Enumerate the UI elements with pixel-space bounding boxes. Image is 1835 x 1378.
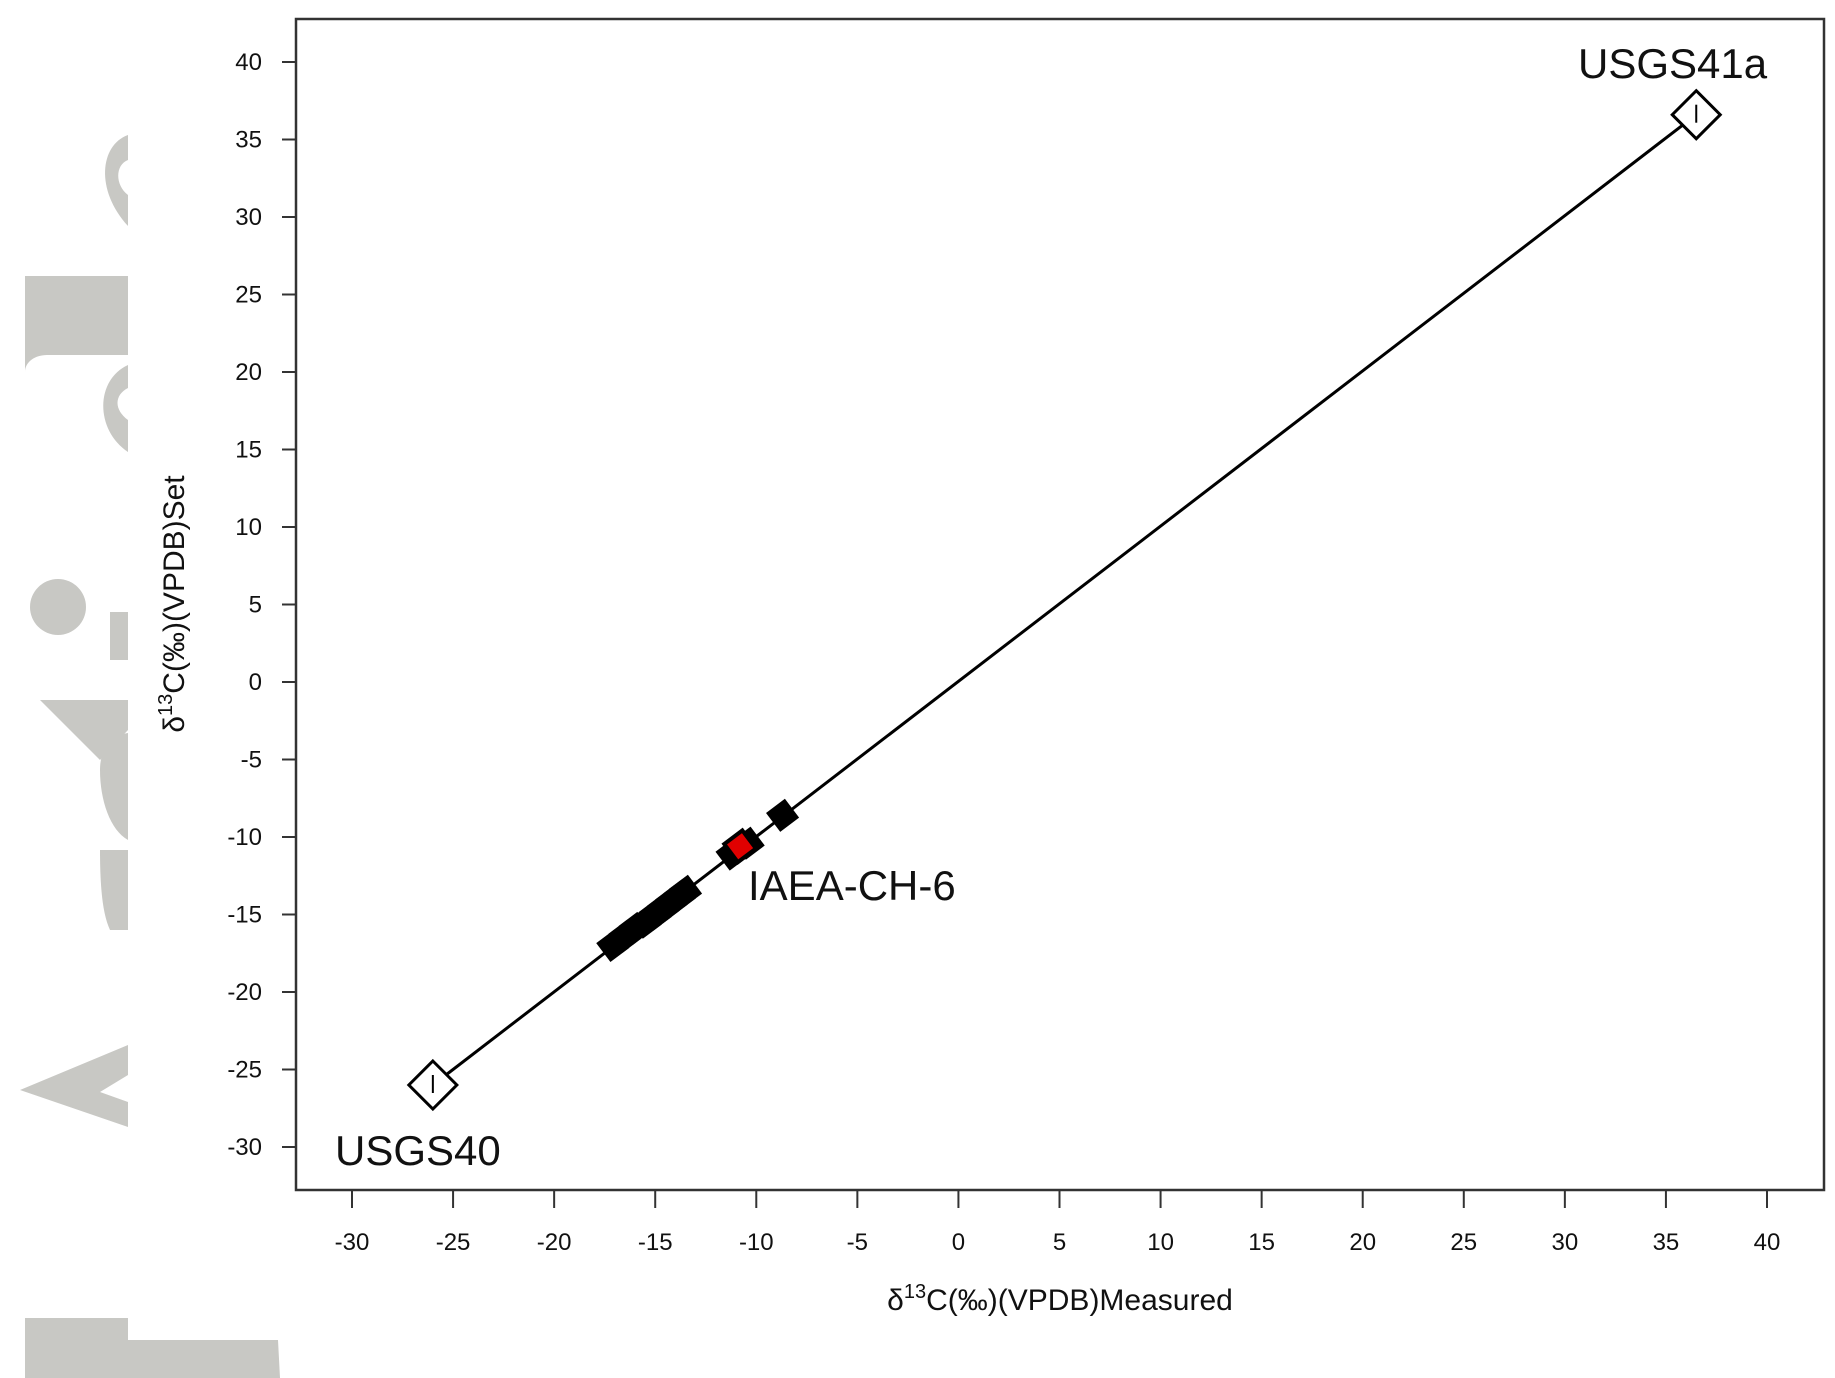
y-tick-label: 35: [235, 127, 262, 154]
y-tick-label: 5: [249, 592, 262, 619]
y-tick-label: 20: [235, 359, 262, 386]
y-tick-label: -15: [227, 902, 262, 929]
y-tick-label: 10: [235, 514, 262, 541]
y-tick-label: -5: [241, 747, 262, 774]
y-tick-label: 15: [235, 437, 262, 464]
y-axis: 40 35 30 25 20 15 10 5 0 -5 -10 -15 -20 -25 -30: [227, 49, 296, 1161]
y-tick-label: -20: [227, 979, 262, 1006]
y-tick-label: -25: [227, 1057, 262, 1084]
label-usgs41a: USGS41a: [1578, 40, 1768, 87]
y-axis-title: δ13C(‰)(VPDB)Set: [155, 475, 191, 733]
x-tick-label: -30: [335, 1229, 370, 1256]
y-tick-label: -10: [227, 824, 262, 851]
x-tick-label: 20: [1349, 1229, 1376, 1256]
y-tick-label: 40: [235, 49, 262, 76]
x-tick-label: 5: [1053, 1229, 1066, 1256]
x-tick-label: -5: [847, 1229, 868, 1256]
x-tick-label: -20: [537, 1229, 572, 1256]
y-tick-label: 25: [235, 282, 262, 309]
x-tick-label: -25: [436, 1229, 471, 1256]
x-tick-label: 35: [1653, 1229, 1680, 1256]
x-tick-label: -10: [739, 1229, 774, 1256]
y-tick-label: 30: [235, 204, 262, 231]
sample-point-marker: [668, 874, 703, 908]
y-tick-label: 0: [249, 669, 262, 696]
y-tick-label: -30: [227, 1134, 262, 1161]
sample-point-marker: [766, 798, 800, 832]
watermark-letters: [20, 135, 280, 1378]
data-points: [406, 88, 1723, 1112]
x-tick-label: 30: [1552, 1229, 1579, 1256]
x-tick-label: -15: [638, 1229, 673, 1256]
x-tick-label: 10: [1147, 1229, 1174, 1256]
label-usgs40: USGS40: [335, 1127, 501, 1174]
x-tick-label: 0: [952, 1229, 965, 1256]
iaea-ch-6-marker: [721, 827, 759, 865]
label-iaea-ch-6: IAEA-CH-6: [748, 862, 956, 909]
x-tick-label: 40: [1754, 1229, 1781, 1256]
x-axis: -30 -25 -20 -15 -10 -5 0 5 10 15 20 25 30 35 40: [335, 1190, 1781, 1256]
x-tick-label: 25: [1450, 1229, 1477, 1256]
x-axis-title: δ13C(‰)(VPDB)Measured: [887, 1281, 1233, 1317]
x-tick-label: 15: [1248, 1229, 1275, 1256]
